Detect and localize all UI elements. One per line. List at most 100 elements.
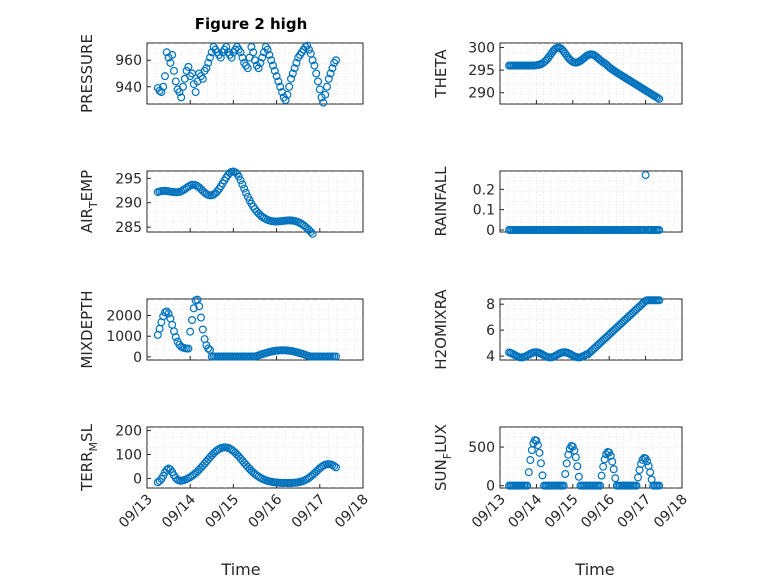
y-tick-label: 285 (115, 220, 142, 236)
data-point (315, 85, 324, 94)
data-point (184, 344, 193, 353)
data-point (179, 82, 188, 91)
data-point (216, 53, 225, 62)
x-axis-label: Time (220, 560, 260, 579)
data-point (234, 172, 243, 181)
data-point (204, 58, 213, 67)
x-tick-label: 09/16 (246, 491, 286, 531)
data-point (646, 468, 655, 477)
data-point (653, 93, 662, 102)
data-point (573, 462, 582, 471)
data-point (600, 455, 609, 464)
data-point (162, 307, 171, 316)
data-point (606, 451, 615, 460)
y-tick-label: 100 (115, 448, 142, 464)
y-tick-label: 500 (468, 440, 495, 456)
data-point (236, 176, 245, 185)
data-point (330, 462, 339, 471)
data-point (608, 457, 617, 466)
data-point (166, 58, 175, 67)
data-point (321, 90, 330, 99)
x-tick-label: 09/15 (542, 492, 582, 532)
subplot-2: 290 295 300 THETA (432, 41, 683, 105)
subplot-8: 0 500 SUNFLUX 09/1309/1409/1509/1609/1709/1… (432, 424, 691, 579)
data-point (258, 53, 267, 62)
data-point (276, 82, 285, 91)
y-axis-label: THETA (432, 49, 450, 99)
data-point (655, 225, 664, 234)
data-point (238, 180, 247, 189)
subplot-4: 0 0.1 0.2 RAINFALL (432, 166, 683, 239)
subplot-1: 940 960 PRESSURE (78, 34, 364, 113)
data-point (306, 227, 315, 236)
data-point (288, 69, 297, 78)
y-tick-label: 940 (115, 80, 142, 96)
data-point (324, 74, 333, 83)
data-point (523, 481, 532, 490)
y-tick-label: 200 (115, 424, 142, 440)
y-tick-label: 290 (468, 86, 495, 102)
data-point (568, 442, 577, 451)
data-point (655, 94, 664, 103)
x-tick-label: 09/16 (578, 491, 618, 531)
x-tick-label: 09/15 (202, 492, 242, 532)
data-point (227, 53, 236, 62)
y-tick-label: 295 (468, 63, 495, 79)
data-point (177, 93, 186, 102)
data-point (272, 72, 281, 81)
data-point (532, 436, 541, 445)
data-point (188, 316, 197, 325)
y-axis-label: SUNFLUX (432, 424, 454, 491)
data-point (308, 56, 317, 65)
y-tick-label: 960 (115, 53, 142, 69)
y-tick-label: 295 (115, 171, 142, 187)
data-point (161, 72, 170, 81)
x-tick-label: 09/14 (505, 491, 545, 531)
data-point (157, 88, 166, 97)
y-tick-label: 8 (486, 297, 495, 313)
data-point (314, 77, 323, 86)
data-point (559, 481, 568, 490)
data-point (168, 50, 177, 59)
y-axis-label: MIXDEPTH (78, 290, 96, 368)
y-tick-label: 300 (468, 41, 495, 57)
y-tick-label: 4 (486, 349, 495, 365)
y-tick-label: 0.2 (473, 182, 495, 198)
y-tick-label: 1000 (106, 329, 142, 345)
data-point (562, 459, 571, 468)
data-point (643, 457, 652, 466)
data-point (328, 64, 337, 73)
data-point (243, 64, 252, 73)
data-point (240, 184, 249, 193)
data-point (655, 296, 664, 305)
y-axis-label: AIRTEMP (78, 170, 100, 233)
data-point (571, 453, 580, 462)
data-point (535, 448, 544, 457)
data-point (247, 42, 256, 51)
data-point (267, 56, 276, 65)
x-tick-label: 09/13 (469, 492, 509, 532)
y-tick-label: 0 (133, 350, 142, 366)
data-point (256, 58, 265, 67)
data-point (290, 64, 299, 73)
data-point (189, 304, 198, 313)
data-point (332, 352, 341, 361)
data-point (249, 48, 258, 57)
data-point (263, 45, 272, 54)
y-tick-label: 290 (115, 196, 142, 212)
data-point (308, 229, 317, 238)
data-point (574, 472, 583, 481)
x-tick-label: 09/13 (116, 492, 156, 532)
data-point (155, 477, 164, 486)
y-axis-label: RAINFALL (432, 166, 450, 237)
y-axis-label: PRESSURE (78, 34, 96, 113)
data-point (538, 471, 547, 480)
data-point (281, 96, 290, 105)
data-point (222, 42, 231, 51)
data-point (269, 61, 278, 70)
data-point (655, 481, 664, 490)
data-point (640, 225, 649, 234)
y-axis-label: TERRMSL (78, 423, 100, 492)
data-point (634, 473, 643, 482)
